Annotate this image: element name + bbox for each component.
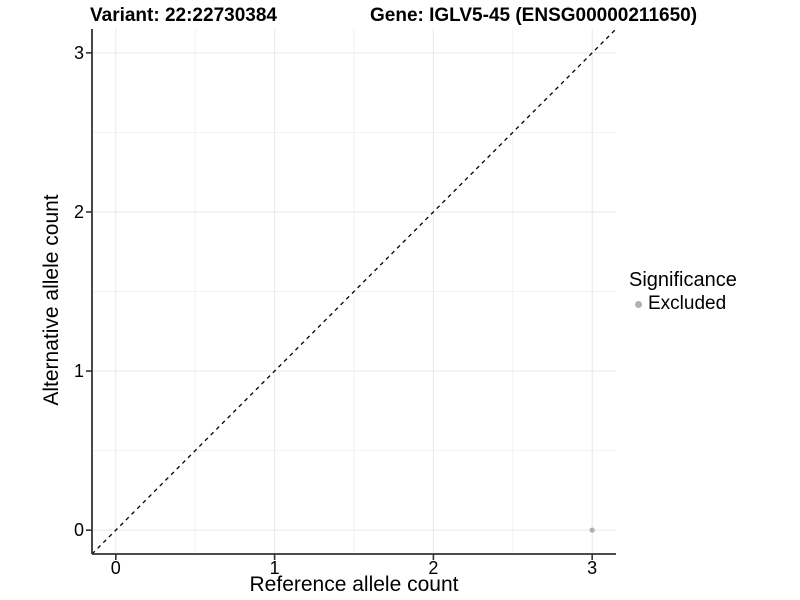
x-axis-title: Reference allele count bbox=[249, 573, 459, 596]
plot-panel bbox=[86, 28, 617, 560]
gene-title: Gene: IGLV5-45 (ENSG00000211650) bbox=[370, 5, 698, 26]
y-axis-title: Alternative allele count bbox=[40, 194, 63, 406]
plot-canvas bbox=[86, 28, 617, 560]
variant-title: Variant: 22:22730384 bbox=[90, 5, 277, 26]
legend-item-excluded: Excluded bbox=[629, 293, 737, 315]
y-tick-label: 3 bbox=[73, 42, 84, 63]
legend: Significance Excluded bbox=[629, 269, 737, 315]
legend-dot-icon bbox=[635, 300, 642, 308]
legend-title: Significance bbox=[629, 269, 737, 291]
identity-dashed-line bbox=[91, 28, 617, 555]
data-point bbox=[589, 527, 595, 533]
legend-item-label: Excluded bbox=[648, 293, 727, 314]
y-tick-label: 0 bbox=[73, 520, 84, 541]
